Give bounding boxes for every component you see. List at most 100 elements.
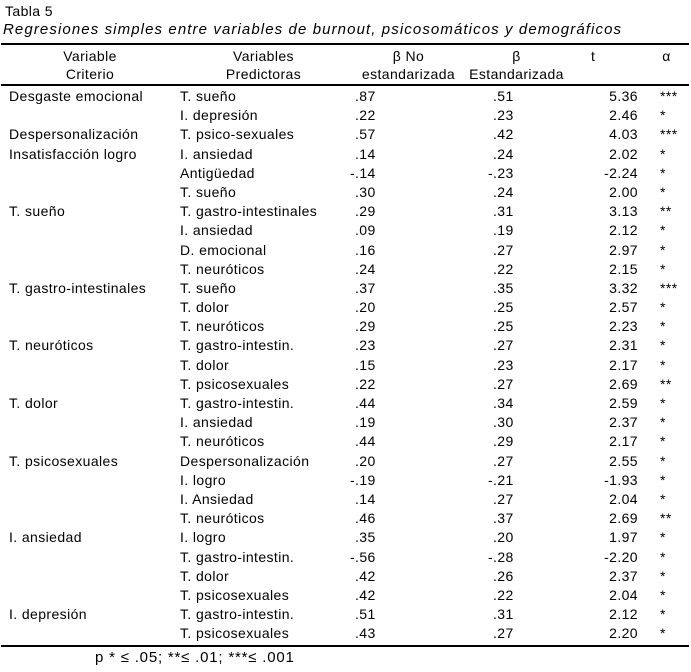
header-variables-predictoras: Variables Predictoras xyxy=(180,47,347,83)
cell-beta-no-estandarizada: .44 xyxy=(355,395,376,411)
cell-beta-no-estandarizada: .57 xyxy=(355,126,376,143)
cell-variable-predictora: Antigüedad xyxy=(180,164,255,181)
header-line: Predictoras xyxy=(225,66,302,82)
cell-variable-predictora: T. sueño xyxy=(180,88,237,104)
cell-variable-predictora: I. Ansiedad xyxy=(180,490,254,507)
cell-variable-criterio: Insatisfacción logro xyxy=(9,145,137,162)
cell-beta-no-estandarizada: -.14 xyxy=(350,164,376,181)
cell-variable-criterio: T. neuróticos xyxy=(9,337,94,354)
cell-beta-no-estandarizada: .44 xyxy=(355,433,376,450)
cell-alpha: * xyxy=(660,452,666,469)
table-row: T. neuróticos .29 .25 2.23 * xyxy=(0,317,691,336)
cell-alpha: * xyxy=(660,586,666,603)
cell-beta-estandarizada: .22 xyxy=(493,260,514,277)
cell-alpha: * xyxy=(660,299,666,316)
cell-beta-estandarizada: .19 xyxy=(493,222,514,239)
cell-beta-no-estandarizada: .22 xyxy=(355,375,376,392)
cell-variable-criterio xyxy=(0,509,180,528)
significance-footnote: p * ≤ .05; **≤ .01; ***≤ .001 xyxy=(95,649,295,666)
table-row: T. neuróticos .44 .29 2.17 * xyxy=(0,432,691,451)
cell-variable-predictora: I. ansiedad xyxy=(180,222,253,239)
cell-beta-no-estandarizada: .42 xyxy=(355,567,376,584)
table-row: I. ansiedad .19 .30 2.37 * xyxy=(0,413,691,432)
cell-variable-criterio xyxy=(0,298,180,317)
table-row: T. dolor T. gastro-intestin. .44 .34 2.5… xyxy=(0,394,691,413)
cell-beta-no-estandarizada: .29 xyxy=(355,203,376,220)
table-row: T. sueño T. gastro-intestinales .29 .31 … xyxy=(0,202,691,221)
cell-t-value: -2.24 xyxy=(604,164,638,181)
cell-alpha: * xyxy=(660,414,666,431)
cell-t-value: -1.93 xyxy=(604,471,638,488)
cell-variable-predictora: T. gastro-intestin. xyxy=(180,606,295,623)
cell-t-value: 2.69 xyxy=(609,375,638,392)
cell-alpha: * xyxy=(660,356,666,373)
rule-header-bottom xyxy=(1,84,689,86)
table-row: T. neuróticos .46 .37 2.69 ** xyxy=(0,509,691,528)
cell-t-value: 2.69 xyxy=(609,510,638,527)
cell-beta-no-estandarizada: .35 xyxy=(355,529,376,546)
table-row: I. ansiedad .09 .19 2.12 * xyxy=(0,221,691,240)
cell-alpha: * xyxy=(660,183,666,200)
cell-beta-no-estandarizada: .24 xyxy=(355,260,376,277)
cell-beta-no-estandarizada: .30 xyxy=(355,183,376,200)
cell-beta-estandarizada: .37 xyxy=(493,510,514,527)
cell-beta-no-estandarizada: .22 xyxy=(355,107,376,124)
cell-variable-criterio xyxy=(0,106,180,125)
table-header-row: Variable Criterio Variables Predictoras … xyxy=(0,47,691,83)
cell-t-value: 2.12 xyxy=(609,222,638,239)
cell-t-value: -2.20 xyxy=(604,548,638,565)
cell-alpha: * xyxy=(660,164,666,181)
cell-variable-predictora: T. psico-sexuales xyxy=(180,126,295,143)
cell-variable-predictora: T. neuróticos xyxy=(180,433,265,450)
cell-variable-criterio xyxy=(0,317,180,336)
header-line: estandarizada xyxy=(361,66,456,82)
cell-variable-predictora: I. ansiedad xyxy=(180,414,253,431)
cell-alpha: ** xyxy=(660,375,672,392)
cell-t-value: 3.13 xyxy=(609,203,638,220)
cell-beta-no-estandarizada: .09 xyxy=(355,222,376,239)
cell-t-value: 5.36 xyxy=(609,88,638,104)
cell-beta-no-estandarizada: .42 xyxy=(355,586,376,603)
cell-alpha: * xyxy=(660,490,666,507)
table-row: T. psicosexuales .42 .22 2.04 * xyxy=(0,586,691,605)
table-row: T. sueño .30 .24 2.00 * xyxy=(0,183,691,202)
cell-beta-estandarizada: .27 xyxy=(493,375,514,392)
cell-variable-criterio xyxy=(0,413,180,432)
table-row: T. dolor .42 .26 2.37 * xyxy=(0,567,691,586)
cell-t-value: 2.97 xyxy=(609,241,638,258)
table-row: Antigüedad -.14 -.23 -2.24 * xyxy=(0,164,691,183)
cell-beta-no-estandarizada: .14 xyxy=(355,145,376,162)
cell-variable-predictora: I. logro xyxy=(180,471,226,488)
cell-variable-criterio xyxy=(0,586,180,605)
table-row: Despersonalización T. psico-sexuales .57… xyxy=(0,125,691,144)
cell-beta-no-estandarizada: .15 xyxy=(355,356,376,373)
cell-beta-no-estandarizada: .20 xyxy=(355,452,376,469)
cell-variable-predictora: T. neuróticos xyxy=(180,510,265,527)
table-caption: Regresiones simples entre variables de b… xyxy=(3,21,623,38)
cell-alpha: * xyxy=(660,625,666,642)
table-row: T. gastro-intestinales T. sueño .37 .35 … xyxy=(0,279,691,298)
cell-variable-criterio: Despersonalización xyxy=(9,126,139,143)
cell-beta-estandarizada: .30 xyxy=(493,414,514,431)
cell-alpha: * xyxy=(660,567,666,584)
header-t-value: t xyxy=(585,47,642,83)
table-row: T. gastro-intestin. -.56 -.28 -2.20 * xyxy=(0,548,691,567)
header-line: Variable xyxy=(63,48,117,64)
cell-beta-estandarizada: .51 xyxy=(493,88,514,104)
cell-variable-criterio xyxy=(0,164,180,183)
cell-t-value: 2.17 xyxy=(609,356,638,373)
cell-beta-estandarizada: .34 xyxy=(493,395,514,411)
cell-beta-estandarizada: .25 xyxy=(493,299,514,316)
table-row: I. depresión T. gastro-intestin. .51 .31… xyxy=(0,605,691,624)
table-row: T. neuróticos T. gastro-intestin. .23 .2… xyxy=(0,336,691,355)
cell-beta-estandarizada: .35 xyxy=(493,279,514,296)
header-line: α xyxy=(662,48,671,64)
header-line: Criterio xyxy=(65,66,115,82)
cell-beta-estandarizada: -.21 xyxy=(488,471,514,488)
cell-variable-predictora: T. psicosexuales xyxy=(180,586,290,603)
cell-beta-estandarizada: .24 xyxy=(493,183,514,200)
cell-alpha: * xyxy=(660,606,666,623)
cell-beta-estandarizada: .26 xyxy=(493,567,514,584)
header-line: Variables xyxy=(233,48,294,64)
cell-variable-predictora: T. gastro-intestin. xyxy=(180,395,295,411)
